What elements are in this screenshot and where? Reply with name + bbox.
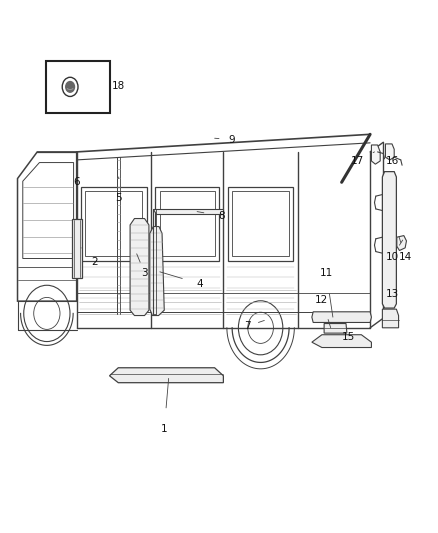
Text: 3: 3 [141,268,148,278]
Text: 5: 5 [115,193,122,203]
Polygon shape [110,368,223,383]
Text: 4: 4 [196,279,203,288]
Text: 7: 7 [244,321,251,331]
Text: 16: 16 [385,156,399,166]
Polygon shape [312,312,371,322]
Polygon shape [153,209,223,214]
Text: 13: 13 [385,289,399,299]
Circle shape [66,82,74,92]
Text: 10: 10 [385,252,399,262]
Polygon shape [382,172,396,308]
Polygon shape [382,309,399,328]
Polygon shape [72,219,82,278]
Text: 6: 6 [73,177,80,187]
Text: 8: 8 [218,211,225,221]
Text: 15: 15 [342,332,355,342]
Text: 1: 1 [161,424,168,434]
Text: 9: 9 [229,135,236,144]
Text: 17: 17 [350,156,364,166]
Polygon shape [324,324,347,333]
Polygon shape [371,145,380,164]
Text: 14: 14 [399,252,412,262]
Text: 11: 11 [320,268,333,278]
Text: 18: 18 [112,82,125,91]
Polygon shape [312,335,371,348]
Polygon shape [397,236,406,251]
Text: 2: 2 [91,257,98,267]
Polygon shape [385,144,394,160]
Polygon shape [150,227,164,316]
Bar [46,61,110,113]
Text: 12: 12 [315,295,328,304]
Polygon shape [130,219,149,316]
